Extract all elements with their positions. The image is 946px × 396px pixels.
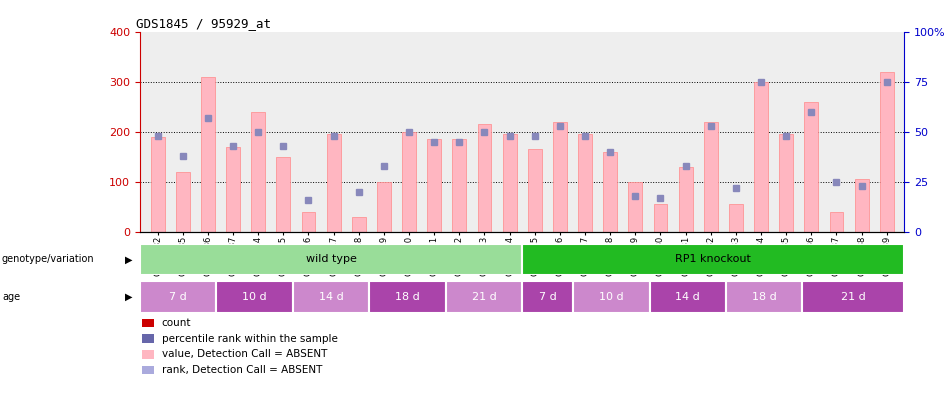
Bar [150, 137, 165, 232]
Bar [502, 134, 517, 232]
Text: 7 d: 7 d [539, 292, 556, 302]
Bar [326, 134, 341, 232]
Bar [452, 139, 466, 232]
Bar [754, 82, 768, 232]
Text: GDS1845 / 95929_at: GDS1845 / 95929_at [136, 17, 272, 30]
Bar [650, 281, 726, 313]
Bar [802, 281, 904, 313]
Text: 10 d: 10 d [242, 292, 267, 302]
Text: age: age [2, 292, 20, 302]
Text: genotype/variation: genotype/variation [2, 254, 95, 265]
Bar [604, 152, 617, 232]
Bar [176, 172, 189, 232]
Bar [726, 281, 802, 313]
Text: 7 d: 7 d [169, 292, 187, 302]
Text: 21 d: 21 d [472, 292, 497, 302]
Bar [654, 204, 667, 232]
Bar [780, 134, 793, 232]
Text: 18 d: 18 d [395, 292, 420, 302]
Bar [140, 281, 217, 313]
Text: value, Detection Call = ABSENT: value, Detection Call = ABSENT [162, 349, 327, 360]
Bar [729, 204, 743, 232]
Text: 18 d: 18 d [752, 292, 777, 302]
Bar [522, 281, 573, 313]
Bar [880, 72, 894, 232]
Text: rank, Detection Call = ABSENT: rank, Detection Call = ABSENT [162, 365, 323, 375]
Bar [276, 157, 290, 232]
Text: 21 d: 21 d [841, 292, 866, 302]
Bar [352, 217, 366, 232]
Bar [578, 134, 592, 232]
Bar [293, 281, 369, 313]
Bar [573, 281, 650, 313]
Bar [628, 182, 642, 232]
Bar [446, 281, 522, 313]
Bar [428, 139, 441, 232]
Bar [478, 124, 491, 232]
Bar [140, 244, 522, 275]
Bar [855, 179, 868, 232]
Text: 14 d: 14 d [675, 292, 700, 302]
Bar [217, 281, 293, 313]
Bar [553, 122, 567, 232]
Bar [704, 122, 718, 232]
Bar [678, 167, 692, 232]
Bar [830, 211, 844, 232]
Bar [252, 112, 265, 232]
Text: ▶: ▶ [125, 292, 132, 302]
Bar [369, 281, 446, 313]
Text: percentile rank within the sample: percentile rank within the sample [162, 333, 338, 344]
Text: 10 d: 10 d [599, 292, 623, 302]
Text: 14 d: 14 d [319, 292, 343, 302]
Text: wild type: wild type [306, 254, 357, 265]
Text: count: count [162, 318, 191, 328]
Bar [302, 211, 315, 232]
Bar [201, 77, 215, 232]
Text: ▶: ▶ [125, 254, 132, 265]
Bar [402, 131, 416, 232]
Bar [226, 147, 240, 232]
Text: RP1 knockout: RP1 knockout [675, 254, 751, 265]
Bar [377, 182, 391, 232]
Bar [804, 102, 818, 232]
Bar [522, 244, 904, 275]
Bar [528, 149, 542, 232]
